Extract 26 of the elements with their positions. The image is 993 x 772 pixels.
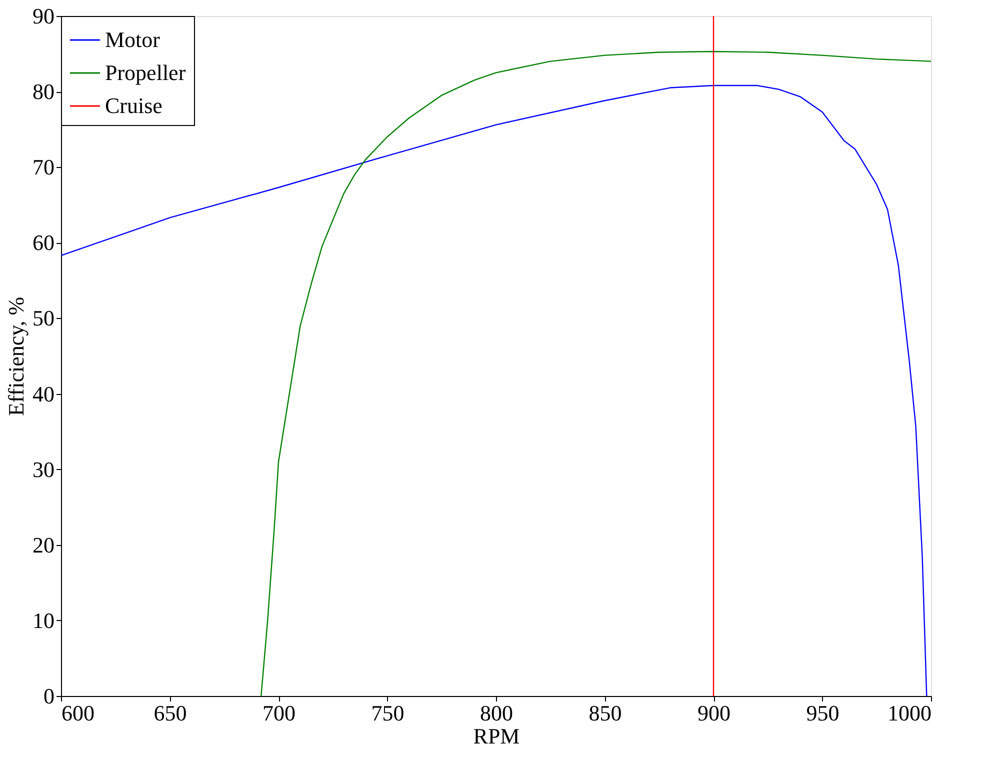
- y-tick-label: 90: [32, 4, 54, 28]
- x-tick-label: 700: [262, 700, 296, 726]
- y-tick-label: 30: [32, 456, 54, 482]
- legend-label: Propeller: [105, 60, 186, 85]
- legend-label: Motor: [105, 27, 161, 52]
- x-tick-label: 1000: [888, 700, 932, 726]
- x-tick-label: 950: [806, 700, 840, 726]
- x-tick-label: 900: [698, 700, 730, 726]
- y-tick-label: 80: [32, 79, 54, 104]
- y-tick-label: 60: [32, 230, 54, 256]
- line-series: [61, 84, 928, 696]
- y-tick-label: 20: [32, 532, 54, 558]
- x-tick-label: 600: [62, 700, 94, 726]
- legend-label: Cruise: [105, 93, 162, 118]
- y-tick-label: 10: [32, 608, 54, 633]
- y-tick-label: 40: [32, 381, 54, 406]
- y-tick-label: 0: [44, 684, 54, 708]
- y-axis-title: Efficiency, %: [4, 296, 28, 416]
- y-tick-label: 70: [32, 154, 54, 180]
- x-axis-title: RPM: [473, 724, 520, 748]
- y-tick-label: 50: [32, 306, 54, 331]
- x-tick-label: 850: [588, 700, 622, 726]
- x-tick-label: 800: [480, 700, 513, 726]
- x-tick-label: 650: [154, 700, 187, 726]
- x-tick-label: 750: [371, 700, 404, 726]
- line-series: [260, 50, 931, 696]
